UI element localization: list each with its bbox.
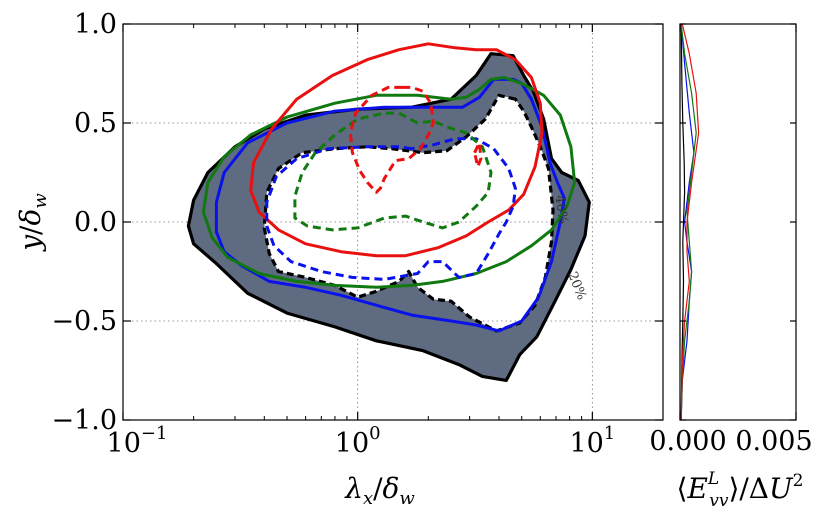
- contour-red-dashed-small: [473, 141, 483, 169]
- profile-red: [680, 24, 700, 420]
- x-tick-label: 10−1: [107, 423, 168, 459]
- y-tick-label: 1.0: [74, 9, 117, 40]
- contour-blue-solid: [214, 77, 566, 333]
- contour-red-dashed: [348, 85, 435, 194]
- y-tick-label: −0.5: [51, 306, 117, 337]
- profile-green: [680, 24, 697, 420]
- y-tick-label: 0.5: [74, 108, 117, 139]
- main-tick-marks: [122, 23, 663, 421]
- side-plot-panel: 0.000 0.005 ⟨EL vv⟩/ΔU2: [649, 23, 813, 511]
- shaded-band: [188, 53, 590, 381]
- y-tick-label: −1.0: [51, 405, 117, 436]
- x-tick-label: 101: [569, 423, 615, 459]
- contour-label: 40%: [551, 194, 570, 225]
- main-plot-panel: 40% 20% 1.0 0.5 0.0 −0.5 −1.0 10−1 100 101 λx/δ…: [14, 9, 664, 509]
- contour-green-solid: [201, 76, 577, 289]
- contour-green-dashed: [293, 111, 493, 232]
- side-x-axis-label: ⟨EL vv⟩/ΔU2: [677, 469, 804, 511]
- x-tick-label: 100: [335, 423, 381, 459]
- side-data-area: [680, 24, 700, 420]
- contour-blue-dashed: [265, 137, 517, 281]
- side-x-tick-label: 0.000: [649, 426, 726, 457]
- y-axis-label: y/δw: [14, 193, 51, 253]
- main-data-area: [186, 42, 591, 382]
- side-x-tick-labels: 0.000 0.005: [649, 426, 812, 457]
- x-tick-labels: 10−1 100 101: [107, 423, 616, 459]
- y-tick-labels: 1.0 0.5 0.0 −0.5 −1.0: [51, 9, 117, 436]
- contour-label: 20%: [564, 270, 589, 302]
- side-axes-frame: [679, 23, 797, 421]
- y-tick-label: 0.0: [74, 207, 117, 238]
- contour-red-solid: [249, 42, 544, 258]
- band-inner-contour: [262, 93, 555, 333]
- side-tick-marks: [679, 23, 797, 421]
- x-axis-label: λx/δw: [344, 472, 415, 509]
- profile-blue: [680, 24, 695, 420]
- side-x-tick-label: 0.005: [735, 426, 812, 457]
